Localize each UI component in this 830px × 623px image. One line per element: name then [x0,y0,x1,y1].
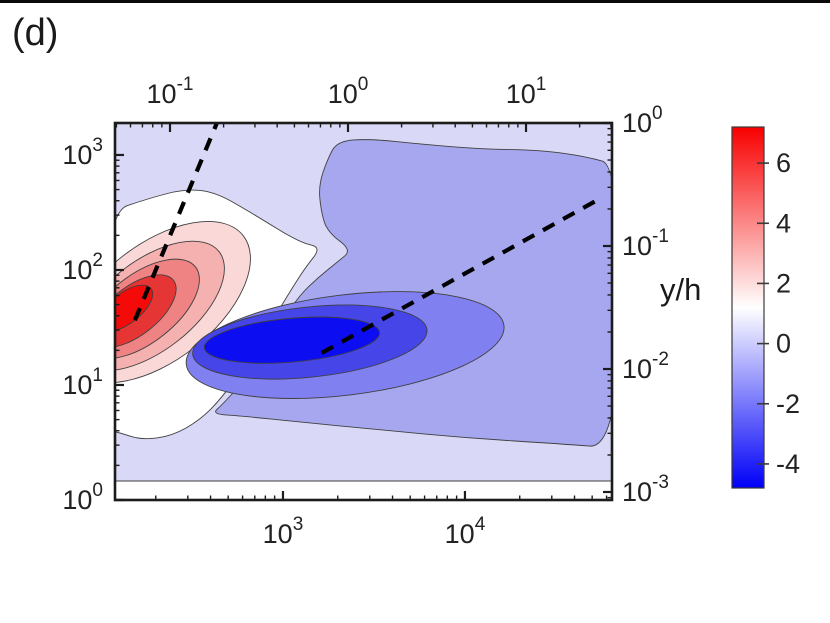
top-border-line [0,0,830,3]
plot-frame [113,121,614,502]
tick-label-left: 102 [62,250,103,285]
shallow-dashed-reference-line [320,196,603,355]
right-axis-title: y/h [660,272,702,307]
axis-left [115,153,124,502]
tick-label-left: 101 [62,365,103,400]
colorbar-tick-label: -2 [776,389,800,419]
tick-label-right: 10-2 [622,349,669,384]
tick-label-group: 100 [62,480,103,515]
tick-label-top: 101 [506,74,547,109]
tick-label-right: 10-3 [622,472,669,507]
bottom-white-strip [115,480,612,500]
contour-field [115,123,612,500]
colorbar-tick-label: 0 [776,329,791,359]
tick-label-group: 100 [328,74,369,109]
axis-top [115,123,612,132]
tick-label-group: 104 [445,514,486,549]
tick-label-group: 101 [506,74,547,109]
tick-label-left: 100 [62,480,103,515]
tick-label-bottom: 103 [263,514,304,549]
tick-label-right: 10-1 [622,226,669,261]
tick-label-top: 100 [328,74,369,109]
colorbar: 6 4 2 0 -2 -4 [731,126,800,489]
tick-label-group: 10-2 [622,349,669,384]
negative-core-band [203,316,381,364]
tick-label-group: 102 [62,250,103,285]
colorbar-bar [731,126,765,489]
tick-label-group: 10-3 [622,472,669,507]
tick-label-group: 103 [62,135,103,170]
axis-right [603,121,612,499]
colorbar-tick-label: 6 [776,148,791,178]
panel-label: (d) [12,12,59,54]
colorbar-tick-label: -4 [776,449,800,479]
tick-label-right: 100 [622,103,663,138]
colorbar-tick-label: 4 [776,208,791,238]
colorbar-tick-label: 2 [776,268,791,298]
tick-label-group: 103 [263,514,304,549]
axis-bottom [155,491,608,500]
tick-label-group: 10-1 [622,226,669,261]
tick-label-left: 103 [62,135,103,170]
tick-label-group: 10-1 [147,74,194,109]
tick-label-group: 100 [622,103,663,138]
tick-label-bottom: 104 [445,514,486,549]
steep-dashed-reference-line [132,123,219,321]
tick-label-top: 10-1 [147,74,194,109]
tick-label-group: 101 [62,365,103,400]
